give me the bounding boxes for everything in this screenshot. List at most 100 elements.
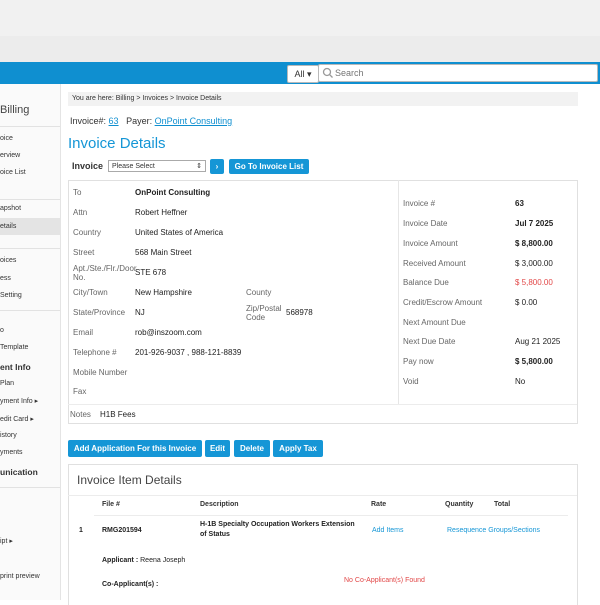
summary-next-due-label: Next Due Date <box>403 337 456 346</box>
summary-invoice-no-value: 63 <box>515 199 524 208</box>
divider <box>0 199 60 200</box>
invoice-number-link[interactable]: 63 <box>108 116 119 126</box>
main-content: You are here: Billing > Invoices > Invoi… <box>62 84 600 605</box>
edit-button[interactable]: Edit <box>205 440 230 457</box>
sidebar-item-info[interactable]: o <box>0 327 4 334</box>
divider <box>0 126 60 127</box>
sidebar-item-template[interactable]: Template <box>0 344 29 351</box>
sidebar-item-setting[interactable]: Setting <box>0 292 22 299</box>
add-application-button[interactable]: Add Application For this Invoice <box>68 440 202 457</box>
summary-void-label: Void <box>403 377 419 386</box>
telephone-label: Telephone # <box>73 348 117 357</box>
summary-balance-value: $ 5,800.00 <box>515 278 553 287</box>
chevron-right-icon: ▸ <box>34 398 39 405</box>
sidebar-item-invoice-list[interactable]: oice List <box>0 169 26 176</box>
summary-received-label: Received Amount <box>403 259 466 268</box>
sidebar-item-details[interactable]: etails <box>0 218 60 235</box>
summary-received-value: $ 3,000.00 <box>515 259 553 268</box>
col-file: File # <box>102 501 120 508</box>
invoice-items-panel <box>68 464 578 605</box>
invoice-select-label: Invoice <box>72 161 104 171</box>
summary-void-value: No <box>515 377 526 386</box>
sidebar: Billing oice erview oice List apshot eta… <box>0 84 61 600</box>
sidebar-item-payment-info[interactable]: yment Info ▸ <box>0 397 60 405</box>
page-title: Invoice Details <box>68 135 166 152</box>
invoice-select[interactable]: Please Select ⇕ <box>108 160 206 172</box>
divider <box>0 310 60 311</box>
col-rate: Rate <box>371 501 387 508</box>
divider <box>94 515 568 516</box>
county-label: County <box>246 288 272 297</box>
payer-link[interactable]: OnPoint Consulting <box>154 116 233 126</box>
street-label: Street <box>73 248 95 257</box>
state-value: NJ <box>135 308 145 317</box>
applicant-label: Applicant : <box>102 557 139 564</box>
search-scope-dropdown[interactable]: All ▾ <box>287 65 319 83</box>
search-icon <box>322 67 333 78</box>
sidebar-item-invoice[interactable]: oice <box>0 135 13 142</box>
email-label: Email <box>73 328 94 337</box>
item-file-number: RMG201594 <box>102 527 142 534</box>
chevron-right-icon: ▸ <box>30 416 34 423</box>
next-invoice-button[interactable]: › <box>210 159 224 174</box>
item-description-line1: H-1B Specialty Occupation Workers Extens… <box>200 521 355 528</box>
item-description-line2: of Status <box>200 531 230 538</box>
invoice-select-value: Please Select <box>112 163 155 170</box>
notes-label: Notes <box>70 410 91 419</box>
breadcrumb: You are here: Billing > Invoices > Invoi… <box>68 92 578 106</box>
sidebar-item-process[interactable]: ess <box>0 275 11 282</box>
summary-invoice-amount-label: Invoice Amount <box>403 239 458 248</box>
summary-invoice-amount-value: $ 8,800.00 <box>515 239 553 248</box>
sidebar-heading-communication: unication <box>0 467 38 477</box>
sidebar-item-plan[interactable]: Plan <box>0 380 15 387</box>
add-items-link[interactable]: Add Items <box>372 527 404 534</box>
sidebar-item-invoices[interactable]: oices <box>0 257 17 264</box>
delete-button[interactable]: Delete <box>234 440 270 457</box>
resequence-groups-link[interactable]: Resequence Groups/Sections <box>447 527 540 534</box>
chevron-right-icon: ▸ <box>9 538 13 545</box>
state-label: State/Province <box>73 308 126 317</box>
invoice-payer-line: Invoice#: 63 Payer: OnPoint Consulting <box>70 116 232 126</box>
item-row-number: 1 <box>79 527 83 534</box>
fax-label: Fax <box>73 387 87 396</box>
summary-next-amount-label: Next Amount Due <box>403 318 466 327</box>
browser-chrome <box>0 0 600 37</box>
divider <box>398 180 399 404</box>
attn-label: Attn <box>73 208 88 217</box>
search-box[interactable] <box>318 64 598 82</box>
zip-label: Zip/Postal Code <box>246 304 282 322</box>
go-to-invoice-list-button[interactable]: Go To Invoice List <box>229 159 309 174</box>
sidebar-item-overview[interactable]: erview <box>0 152 21 159</box>
email-value: rob@inszoom.com <box>135 328 202 337</box>
sidebar-item-script[interactable]: ipt ▸ <box>0 537 60 545</box>
apply-tax-button[interactable]: Apply Tax <box>273 440 323 457</box>
sidebar-title: Billing <box>0 104 30 116</box>
city-value: New Hampshire <box>135 288 192 297</box>
summary-invoice-date-label: Invoice Date <box>403 219 448 228</box>
sidebar-item-history[interactable]: istory <box>0 432 17 439</box>
divider <box>0 487 60 488</box>
sidebar-item-print-preview[interactable]: print preview <box>0 573 40 580</box>
col-description: Description <box>200 501 239 508</box>
summary-invoice-date-value: Jul 7 2025 <box>515 219 554 228</box>
sidebar-heading-payment-info: ent Info <box>0 362 31 372</box>
country-value: United States of America <box>135 228 224 237</box>
city-label: City/Town <box>73 288 108 297</box>
street-value: 568 Main Street <box>135 248 192 257</box>
co-applicant-status: No Co-Applicant(s) Found <box>344 577 425 584</box>
summary-pay-now-label: Pay now <box>403 357 434 366</box>
sidebar-item-payments[interactable]: yments <box>0 449 23 456</box>
payer-label: Payer: <box>126 116 153 126</box>
search-input[interactable] <box>335 68 585 78</box>
applicant-value: Reena Joseph <box>140 557 186 564</box>
to-label: To <box>73 188 82 197</box>
summary-balance-label: Balance Due <box>403 278 449 287</box>
browser-toolbar <box>0 36 600 62</box>
caret-down-icon: ▾ <box>307 69 312 79</box>
divider <box>68 495 577 496</box>
sidebar-item-credit-card[interactable]: edit Card ▸ <box>0 415 60 423</box>
search-scope-label: All <box>294 69 305 79</box>
col-quantity: Quantity <box>445 501 474 508</box>
sidebar-item-snapshot[interactable]: apshot <box>0 205 22 212</box>
apt-label: Apt./Ste./Flr./Door No. <box>73 264 137 282</box>
